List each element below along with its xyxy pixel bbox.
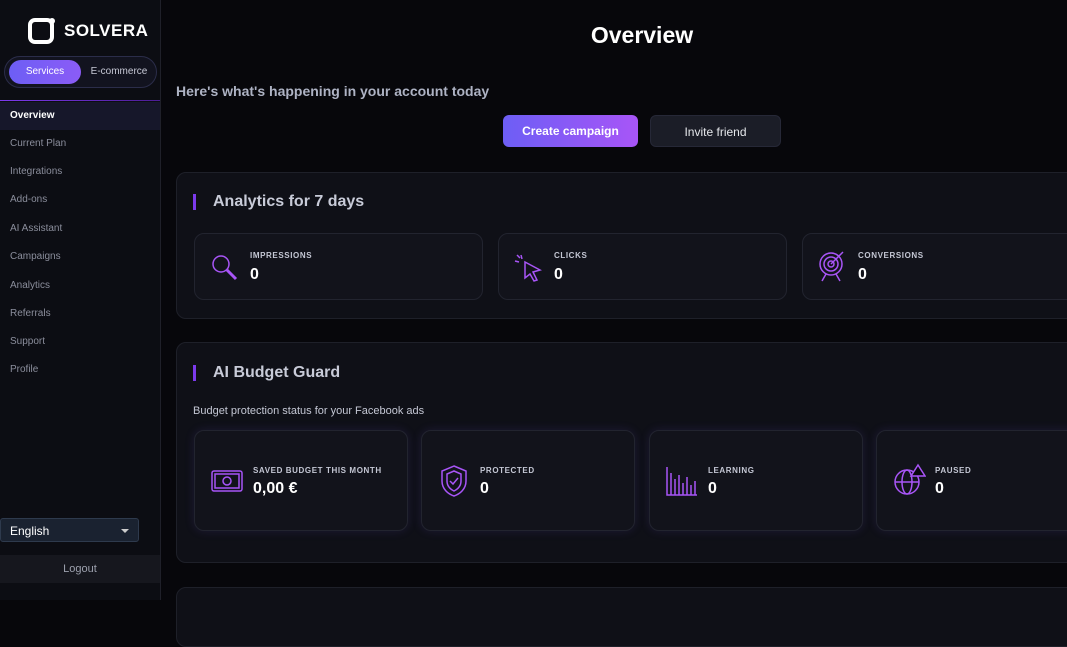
stat-value: 0	[708, 480, 717, 497]
tab[interactable]: Services	[9, 60, 81, 84]
stat-value: 0	[935, 480, 944, 497]
mode-tabs: Services E-commerce	[4, 56, 157, 88]
nav-item[interactable]: AI Assistant	[10, 223, 63, 234]
next-panel	[176, 587, 1067, 647]
nav-item[interactable]: Add-ons	[10, 194, 48, 205]
logo	[28, 18, 55, 44]
stat-card: PAUSED 0	[876, 430, 1067, 531]
nav-item[interactable]: Overview	[0, 102, 160, 130]
nav-item[interactable]: Support	[10, 336, 46, 347]
nav-item[interactable]: Analytics	[10, 280, 51, 291]
stat-label: PROTECTED	[480, 466, 535, 475]
invite-friend-button[interactable]: Invite friend	[650, 115, 781, 147]
stat-label: LEARNING	[708, 466, 755, 475]
stat-label: SAVED BUDGET THIS MONTH	[253, 466, 382, 475]
tab[interactable]: E-commerce	[90, 66, 148, 77]
nav-item[interactable]: Campaigns	[10, 251, 61, 262]
icon	[819, 251, 844, 282]
stat-value: 0	[250, 266, 259, 283]
stat-label: PAUSED	[935, 466, 972, 475]
icon	[211, 470, 243, 492]
nav-item[interactable]: Current Plan	[10, 138, 67, 149]
nav-item[interactable]: Integrations	[10, 166, 63, 177]
nav-item[interactable]: Profile	[10, 364, 39, 375]
divider	[0, 100, 160, 101]
logout-button[interactable]: Logout	[0, 555, 160, 583]
language-select[interactable]: English	[0, 518, 139, 542]
brand: SOLVERA	[28, 16, 148, 46]
icon	[212, 255, 238, 281]
stat-card: IMPRESSIONS 0	[194, 233, 483, 300]
stat-value: 0	[480, 480, 489, 497]
create-campaign-button[interactable]: Create campaign	[503, 115, 638, 147]
stat-card: PROTECTED 0	[421, 430, 635, 531]
stat-label: IMPRESSIONS	[250, 251, 313, 260]
stat-card: LEARNING 0	[649, 430, 863, 531]
icon	[514, 254, 542, 282]
stat-card: CONVERSIONS 0	[802, 233, 1067, 300]
icon	[666, 467, 697, 496]
page-title: Overview	[590, 22, 694, 48]
sidebar: SOLVERA Services E-commerce Overview Cur…	[0, 0, 161, 600]
panel-description: Budget protection status for your Facebo…	[193, 405, 425, 417]
stat-card: CLICKS 0	[498, 233, 787, 300]
icon	[894, 463, 926, 495]
stat-label: CLICKS	[554, 251, 588, 260]
stat-value: 0	[554, 266, 563, 283]
icon	[441, 465, 467, 497]
stat-label: CONVERSIONS	[858, 251, 924, 260]
stat-value: 0,00 €	[253, 480, 298, 497]
panel-title: Analytics for 7 days	[193, 194, 364, 210]
stat-value: 0	[858, 266, 867, 283]
page-subtitle: Here's what's happening in your account …	[176, 83, 490, 99]
nav-item[interactable]: Referrals	[10, 308, 51, 319]
panel-title: AI Budget Guard	[193, 365, 340, 381]
brand-name: SOLVERA	[64, 21, 149, 40]
stat-card: SAVED BUDGET THIS MONTH 0,00 €	[194, 430, 408, 531]
